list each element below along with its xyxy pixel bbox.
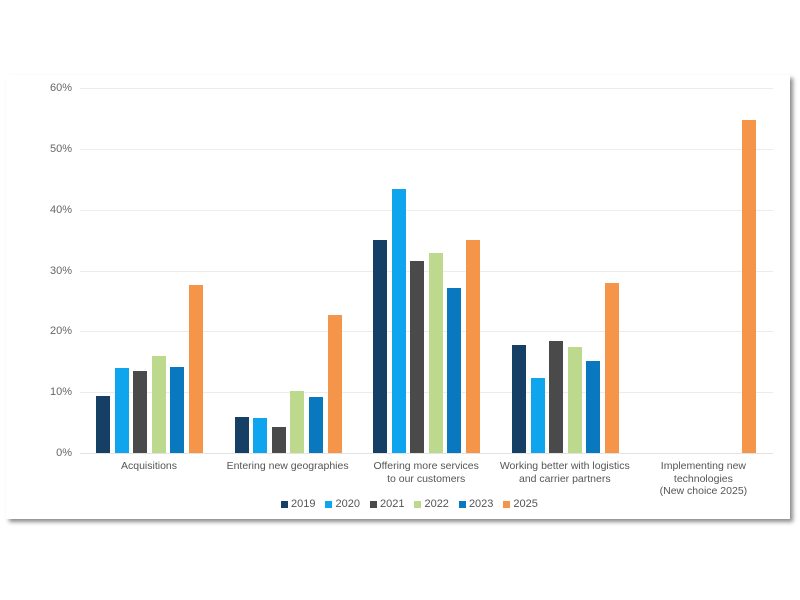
- bar-2022: [567, 347, 582, 453]
- bar-2021: [133, 370, 148, 453]
- y-tick-label: 50%: [49, 143, 72, 155]
- legend-label: 2019: [291, 498, 316, 510]
- bar-2021: [549, 340, 564, 453]
- gridline: [80, 209, 773, 211]
- legend-swatch-icon: [414, 500, 422, 508]
- legend-item-2025: 2025: [503, 498, 538, 510]
- y-tick-label: 60%: [49, 82, 72, 95]
- bar-2022: [290, 390, 305, 453]
- x-label-line: Offering more services: [373, 460, 479, 472]
- legend-label: 2020: [335, 498, 360, 510]
- bar-2023: [170, 367, 185, 453]
- legend-swatch-icon: [369, 500, 377, 508]
- x-category-label: Working better with logistics and carrier…: [496, 460, 634, 485]
- bar-2019: [512, 344, 526, 453]
- bar-2025: [742, 119, 756, 453]
- bar-2021: [410, 261, 425, 453]
- chart-legend: 2019 2020 2021 2022 2023 2025: [281, 498, 538, 510]
- x-label-line: Implementing new: [660, 460, 746, 472]
- bar-2023: [308, 397, 323, 453]
- legend-item-2019: 2019: [281, 498, 315, 510]
- bar-2022: [151, 355, 166, 453]
- legend-swatch-icon: [281, 500, 288, 508]
- x-category-label: Offering more services to our customers: [357, 460, 495, 485]
- bar-2020: [114, 367, 129, 453]
- legend-label: 2025: [513, 498, 538, 510]
- x-label-line: technologies: [673, 472, 733, 485]
- legend-item-2020: 2020: [325, 498, 360, 510]
- bar-2019: [373, 240, 387, 453]
- legend-item-2023: 2023: [458, 498, 494, 510]
- bar-2025: [189, 285, 203, 453]
- legend-swatch-icon: [458, 500, 466, 508]
- gridline: [80, 331, 773, 333]
- x-category-label: Entering new geographies: [219, 460, 357, 473]
- bar-2019: [234, 417, 249, 453]
- legend-label: 2021: [379, 498, 405, 510]
- bar-2023: [447, 288, 462, 453]
- bar-2025: [327, 314, 342, 453]
- x-label-line: to our customers: [387, 472, 466, 485]
- x-category-label: Acquisitions: [80, 460, 218, 473]
- x-label-line: Entering new geographies: [226, 460, 349, 472]
- y-tick-label: 0%: [56, 447, 72, 459]
- legend-label: 2022: [424, 498, 449, 510]
- legend-label: 2023: [468, 498, 494, 510]
- legend-swatch-icon: [503, 500, 511, 508]
- x-label-line: and carrier partners: [518, 472, 611, 485]
- bar-2020: [253, 418, 268, 453]
- bar-2020: [530, 378, 545, 453]
- legend-swatch-icon: [325, 500, 333, 508]
- bar-2022: [428, 252, 443, 453]
- bar-2023: [586, 360, 601, 453]
- y-tick-label: 10%: [49, 386, 72, 399]
- gridline: [80, 453, 773, 454]
- bar-2020: [391, 189, 406, 453]
- gridline: [80, 392, 773, 394]
- gridline: [80, 149, 773, 150]
- legend-item-2021: 2021: [369, 498, 405, 510]
- x-label-line: Acquisitions: [120, 460, 178, 472]
- y-tick-label: 40%: [49, 203, 72, 216]
- gridline: [80, 270, 773, 272]
- gridline: [80, 88, 773, 90]
- legend-item-2022: 2022: [414, 498, 449, 510]
- bar-2025: [605, 283, 619, 453]
- bar-2019: [96, 396, 110, 453]
- x-label-line: Working better with logistics: [499, 460, 630, 472]
- bar-2025: [466, 239, 480, 453]
- x-label-line: (New choice 2025): [659, 485, 748, 497]
- x-category-label: Implementing new technologies (New choice …: [634, 460, 772, 498]
- bar-2021: [271, 426, 286, 453]
- y-tick-label: 20%: [49, 325, 72, 338]
- y-tick-label: 30%: [49, 264, 72, 277]
